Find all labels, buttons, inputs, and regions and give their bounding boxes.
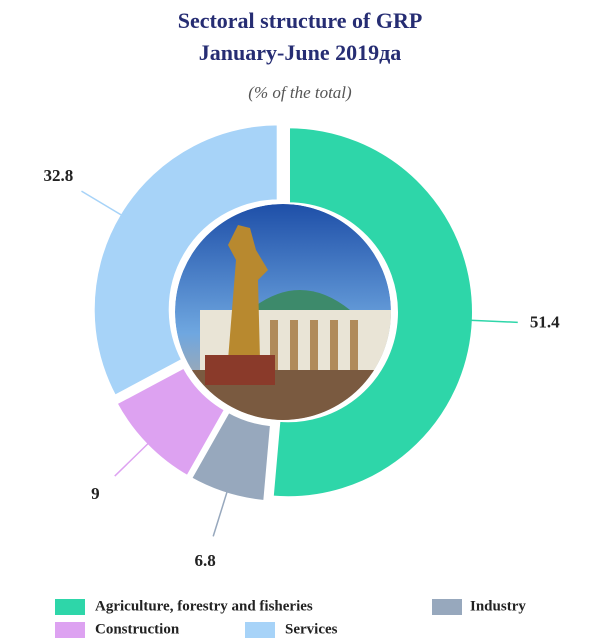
legend-swatch xyxy=(245,622,275,638)
value-label: 6.8 xyxy=(195,551,216,570)
legend-label: Agriculture, forestry and fisheries xyxy=(95,598,313,614)
leader-line xyxy=(115,435,157,476)
legend-swatch xyxy=(55,622,85,638)
chart-subtitle: January-June 2019да xyxy=(199,40,401,65)
chart: Sectoral structure of GRP January-June 2… xyxy=(0,0,611,642)
chart-title: Sectoral structure of GRP xyxy=(178,8,423,33)
legend-swatch xyxy=(432,599,462,615)
legend: Agriculture, forestry and fisheries Indus… xyxy=(55,598,526,638)
chart-note: (% of the total) xyxy=(248,83,352,102)
value-label: 32.8 xyxy=(43,166,73,185)
photo-pedestal xyxy=(205,355,275,385)
legend-label: Services xyxy=(285,621,338,637)
legend-swatch xyxy=(55,599,85,615)
legend-label: Industry xyxy=(470,598,526,614)
value-label: 9 xyxy=(91,484,100,503)
legend-label: Construction xyxy=(95,621,180,637)
value-label: 51.4 xyxy=(530,312,560,331)
